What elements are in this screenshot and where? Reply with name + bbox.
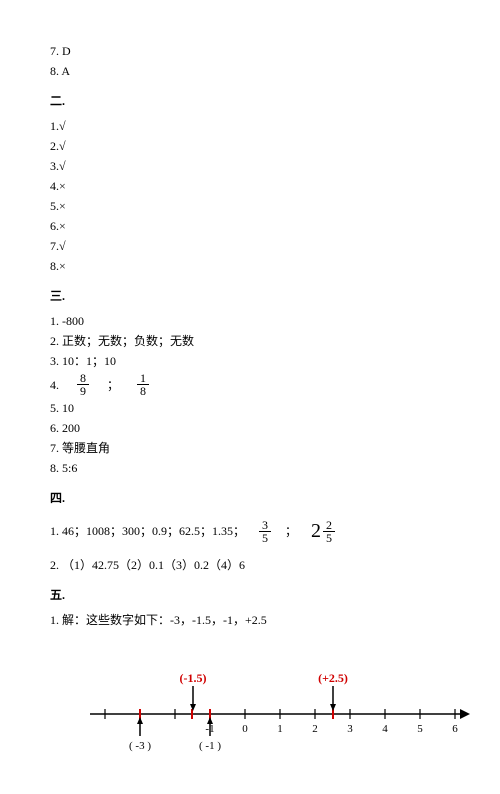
s2-item: 1.√ [50, 117, 450, 135]
item-val: √ [59, 139, 66, 153]
item-num: 6. [50, 219, 59, 233]
item-val: 10：1；10 [62, 354, 116, 368]
s2-item: 6.× [50, 217, 450, 235]
number-line-svg: -10123456(-1.5)(+2.5)( -3 )( -1 ) [70, 664, 470, 754]
denominator: 9 [77, 385, 89, 397]
s2-item: 5.× [50, 197, 450, 215]
item-val: × [59, 259, 66, 273]
item-num: 1. [50, 119, 59, 133]
item-num: 2. [50, 139, 59, 153]
item-num: 1. [50, 314, 59, 328]
s3-item-4: 4. 8 9 ； 1 8 [50, 372, 450, 397]
s2-item: 2.√ [50, 137, 450, 155]
item-val: 正数；无数；负数；无数 [62, 334, 194, 348]
s3-item: 7. 等腰直角 [50, 439, 450, 457]
item-num: 4. [50, 179, 59, 193]
svg-text:(+2.5): (+2.5) [318, 671, 348, 685]
s2-item: 4.× [50, 177, 450, 195]
s3-item: 2. 正数；无数；负数；无数 [50, 332, 450, 350]
item-num: 7. [50, 441, 59, 455]
s2-item: 7.√ [50, 237, 450, 255]
svg-text:(-1.5): (-1.5) [180, 671, 207, 685]
answer-val: D [62, 44, 71, 58]
item-num: 6. [50, 421, 59, 435]
item-val: × [59, 219, 66, 233]
s3-item: 8. 5:6 [50, 459, 450, 477]
s2-item: 8.× [50, 257, 450, 275]
item-num: 4. [50, 376, 59, 394]
answer-num: 7. [50, 44, 59, 58]
section-2-title: 二. [50, 92, 450, 109]
mixed-whole: 2 [311, 516, 321, 546]
section-4-title: 四. [50, 489, 450, 506]
s4-q1: 1. 46；1008；300；0.9；62.5；1.35； 3 5 ； 2 2 … [50, 516, 450, 546]
item-val: √ [59, 239, 66, 253]
separator: ； [285, 522, 297, 540]
item-num: 2. [50, 334, 59, 348]
fraction: 3 5 [259, 519, 271, 544]
svg-text:3: 3 [347, 723, 353, 735]
svg-text:5: 5 [417, 723, 423, 735]
mixed-number: 2 2 5 [311, 516, 335, 546]
section-2-list: 1.√2.√3.√4.×5.×6.×7.√8.× [50, 117, 450, 275]
q1-prefix: 1. 46；1008；300；0.9；62.5；1.35； [50, 522, 245, 540]
svg-text:( -1 ): ( -1 ) [199, 740, 221, 752]
item-val: 5:6 [62, 461, 77, 475]
item-num: 8. [50, 259, 59, 273]
s3-item: 3. 10：1；10 [50, 352, 450, 370]
item-val: √ [59, 159, 66, 173]
section-5-title: 五. [50, 586, 450, 603]
answer-val: A [61, 64, 70, 78]
svg-text:2: 2 [312, 723, 318, 735]
numerator: 2 [323, 519, 335, 532]
item-num: 5. [50, 199, 59, 213]
denominator: 8 [137, 385, 149, 397]
item-num: 5. [50, 401, 59, 415]
item-val: √ [59, 119, 66, 133]
item-val: -800 [62, 314, 84, 328]
item-val: 200 [62, 421, 80, 435]
denominator: 5 [323, 532, 335, 544]
separator: ； [107, 376, 119, 394]
item-num: 8. [50, 461, 59, 475]
item-num: 3. [50, 159, 59, 173]
s2-item: 3.√ [50, 157, 450, 175]
section-3-title: 三. [50, 287, 450, 304]
top-answer-row: 7. D [50, 42, 450, 60]
s3-item: 5. 10 [50, 399, 450, 417]
item-val: × [59, 179, 66, 193]
number-line-diagram: -10123456(-1.5)(+2.5)( -3 )( -1 ) [70, 664, 470, 754]
item-val: 等腰直角 [62, 441, 110, 455]
fraction: 2 5 [323, 519, 335, 544]
top-answer-row: 8. A [50, 62, 450, 80]
item-num: 7. [50, 239, 59, 253]
svg-text:( -3 ): ( -3 ) [129, 740, 151, 752]
s3-item: 1. -800 [50, 312, 450, 330]
s4-q2: 2. （1）42.75（2）0.1（3）0.2（4）6 [50, 556, 450, 574]
svg-text:1: 1 [277, 723, 283, 735]
fraction: 1 8 [137, 372, 149, 397]
svg-text:6: 6 [452, 723, 458, 735]
s3-item: 6. 200 [50, 419, 450, 437]
item-val: 10 [62, 401, 74, 415]
svg-text:4: 4 [382, 723, 388, 735]
answer-num: 8. [50, 64, 59, 78]
s5-q1: 1. 解：这些数字如下：-3，-1.5，-1，+2.5 [50, 611, 450, 629]
denominator: 5 [259, 532, 271, 544]
numerator: 3 [259, 519, 271, 532]
svg-text:0: 0 [242, 723, 248, 735]
fraction: 8 9 [77, 372, 89, 397]
item-num: 3. [50, 354, 59, 368]
item-val: × [59, 199, 66, 213]
